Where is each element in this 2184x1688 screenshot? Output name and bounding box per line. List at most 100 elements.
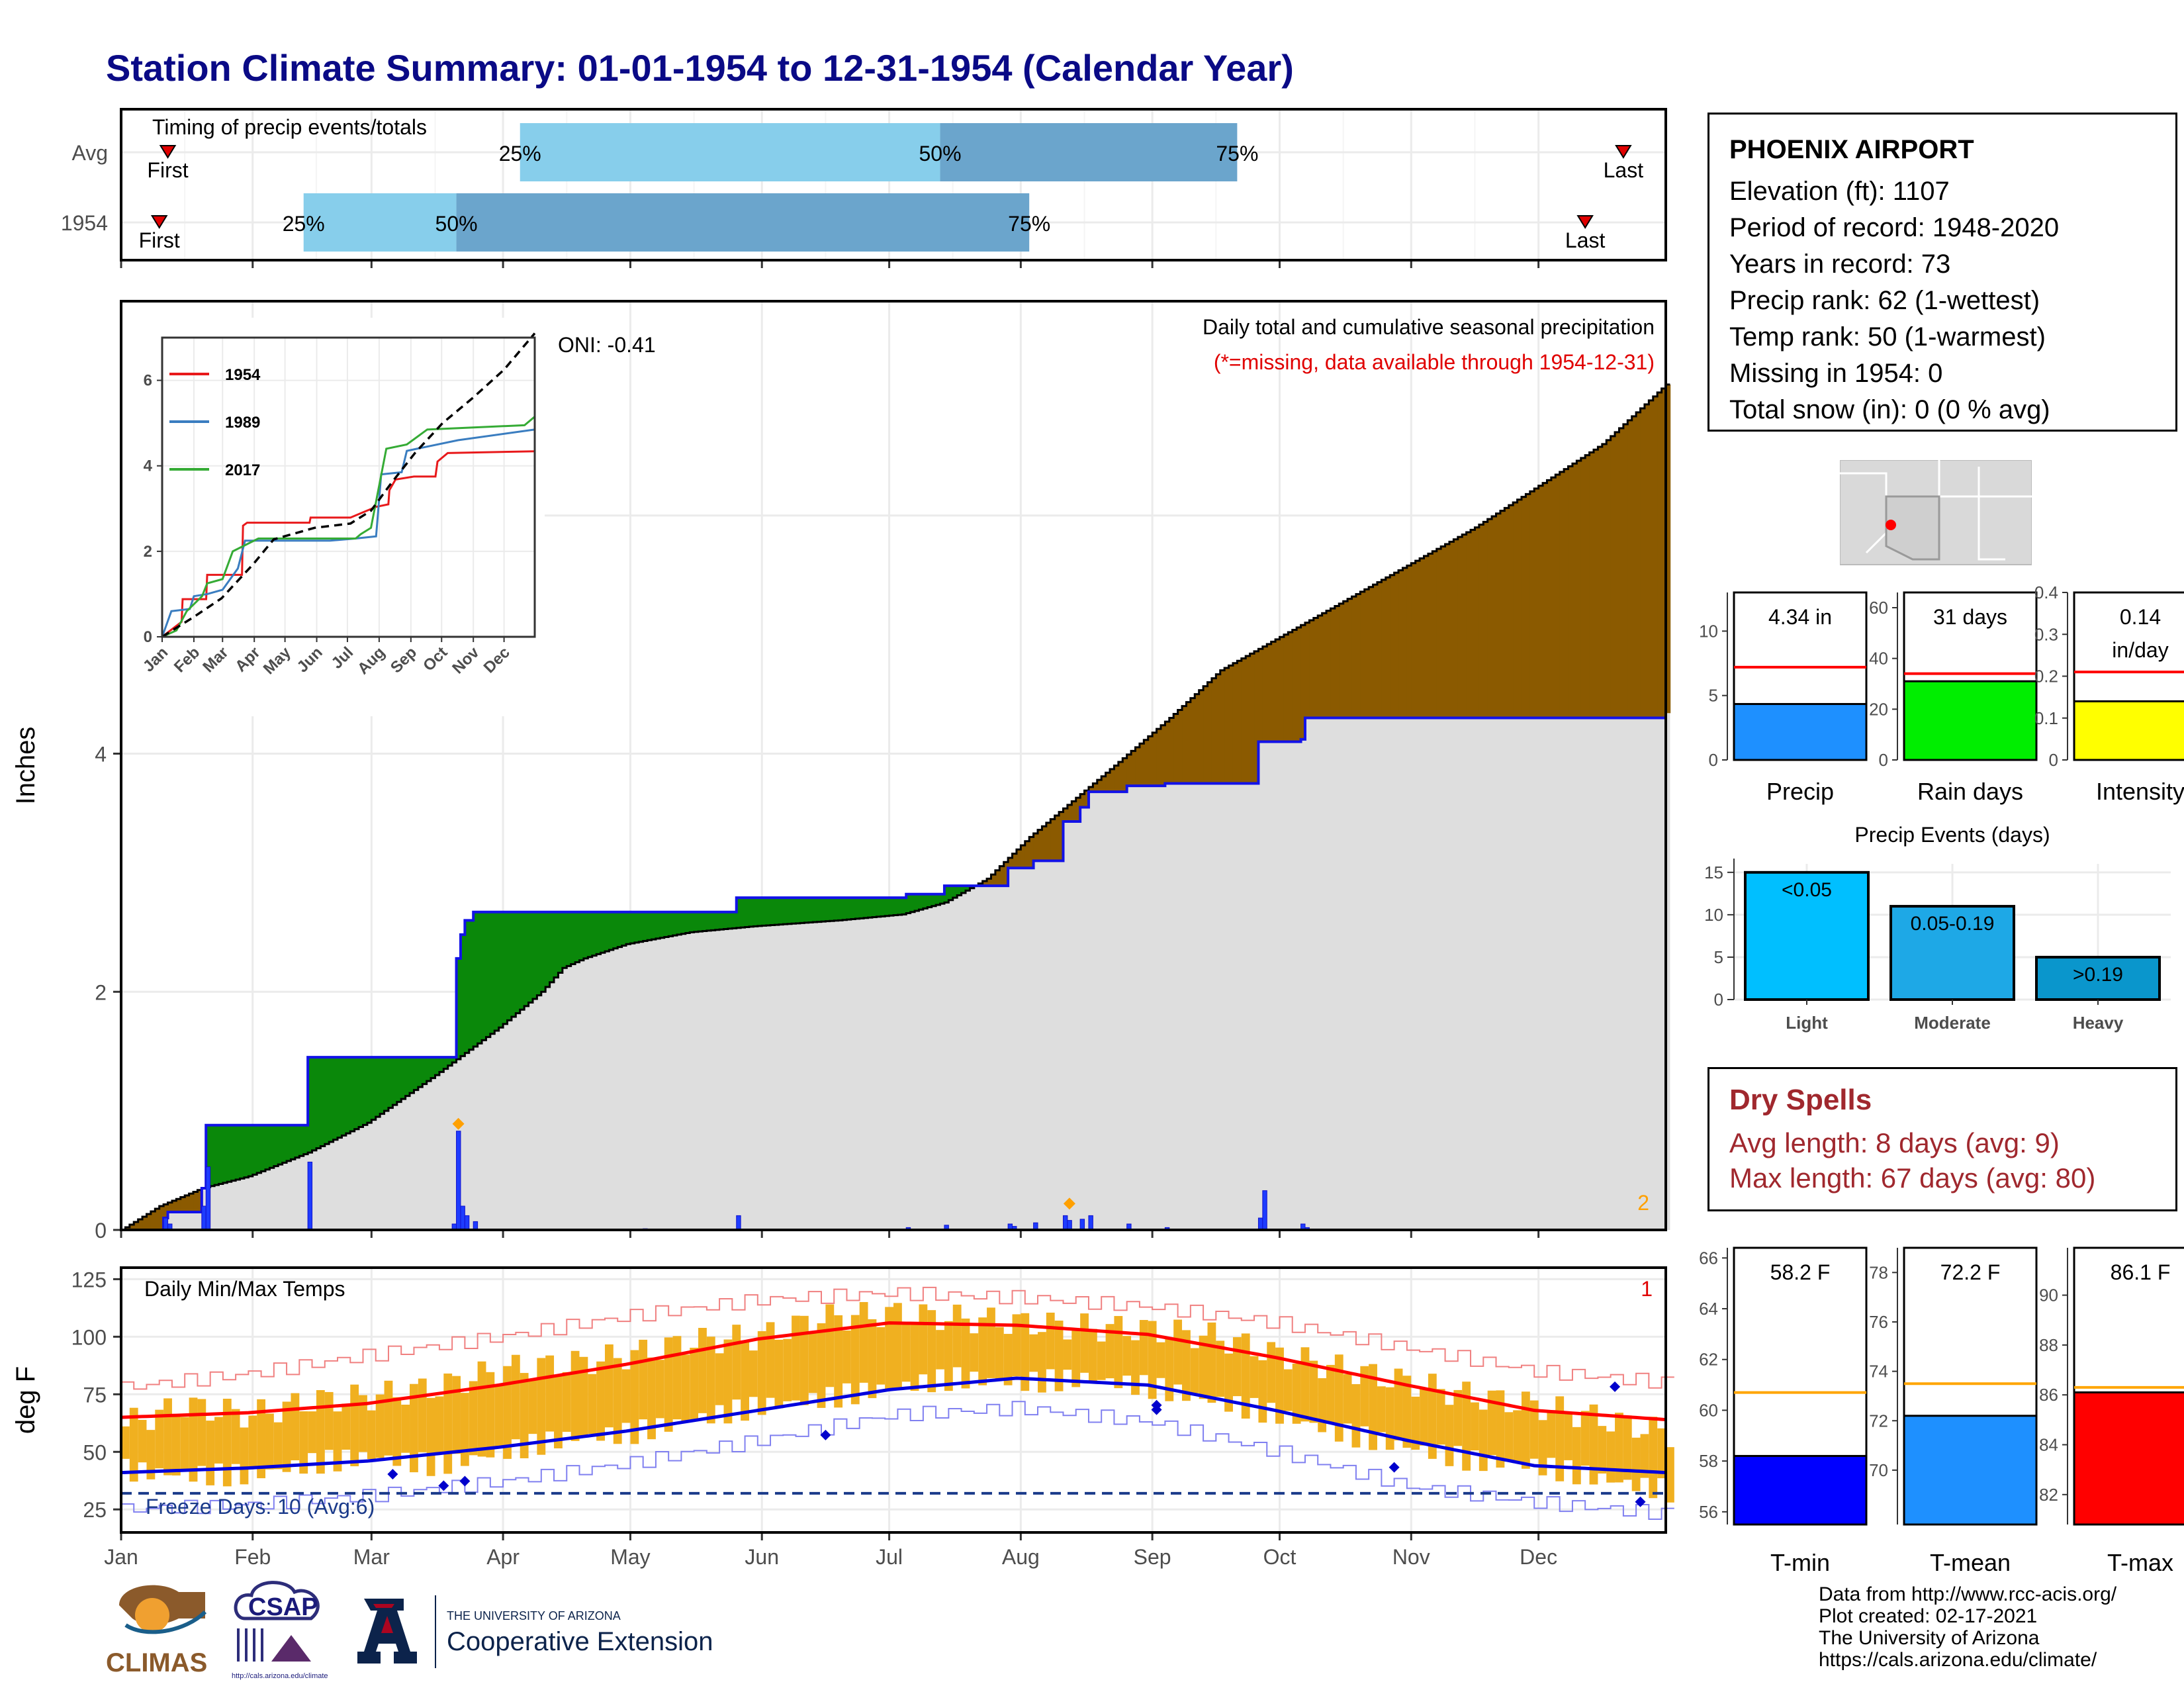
cumulative-diff-bar [1517,499,1522,718]
cumulative-diff-bar [1398,570,1404,718]
first-label: First [139,228,180,252]
daily-temp-bar [698,1327,707,1413]
daily-temp-bar [749,1350,758,1397]
cumulative-diff-bar [134,1222,139,1230]
oni-label: ONI: -0.41 [558,333,656,357]
timing-bar-50-75 [456,193,1030,252]
cumulative-diff-bar [808,898,813,923]
normal-max-line [120,1321,1666,1422]
daily-temp-bar [418,1378,427,1452]
cumulative-diff-bar [876,898,882,917]
daily-temp-bar [1029,1334,1038,1372]
cumulative-diff-bar [1457,537,1463,718]
daily-temp-bar [961,1318,970,1389]
panel-label: Intensity [2096,778,2184,805]
cumulative-diff-bar [1504,508,1510,718]
y-tick-label: 60 [1869,598,1888,618]
record-marker [1610,1381,1621,1392]
cumulative-diff-bar [1232,663,1238,784]
cumulative-diff-bar [745,898,750,927]
cumulative-diff-bar [936,894,941,905]
cumulative-diff-bar [817,898,822,922]
cumulative-diff-bar [838,898,843,921]
cumulative-diff-bar [676,912,682,935]
daily-temp-bar [460,1393,469,1466]
last-marker [1615,145,1632,159]
daily-precip-bar [464,1215,470,1231]
cumulative-diff-bar [1063,808,1068,822]
cumulative-diff-bar [672,912,678,936]
cumulative-diff-bar [431,1057,436,1078]
cumulative-diff-bar [1631,416,1637,718]
cumulative-diff-bar [893,898,899,915]
daily-temp-bar [171,1415,181,1476]
cumulative-diff-bar [613,912,619,949]
cumulative-diff-bar [473,912,478,1047]
y-tick-label: 0 [1709,750,1718,770]
cumulative-diff-bar [171,1200,177,1213]
y-tick-label: 60 [1699,1400,1718,1420]
climas-logo: CLIMAS [106,1585,207,1677]
x-tick-label: Feb [234,1545,271,1569]
daily-temp-bar [1165,1338,1174,1401]
cumulative-diff-bar [516,912,521,1013]
daily-temp-bar [1640,1434,1649,1478]
daily-temp-bar [1292,1364,1301,1424]
cumulative-diff-bar [1148,736,1153,786]
first-marker [159,145,177,159]
cumulative-diff-bar [1211,678,1217,784]
x-tick-label: Light [1786,1013,1828,1033]
y-tick-label: 75 [83,1383,107,1407]
cumulative-diff-bar [1568,466,1573,718]
daily-temp-bar [893,1303,902,1388]
daily-temp-bar [952,1304,962,1368]
cumulative-diff-bar [558,912,563,973]
cumulative-diff-bar [787,898,792,924]
value-unit-label: in/day [2112,638,2168,662]
daily-precip-bar [460,1205,465,1231]
daily-temp-bar [596,1361,605,1441]
cumulative-diff-bar [1381,579,1387,718]
cumulative-diff-bar [1619,428,1624,718]
cumulative-diff-bar [1644,404,1650,718]
daily-temp-bar [1063,1339,1072,1370]
cumulative-diff-bar [1593,449,1599,718]
daily-temp-bar [401,1404,410,1453]
daily-temp-bar [1283,1369,1293,1411]
cumulative-diff-bar [439,1057,445,1072]
cumulative-diff-bar [549,912,555,982]
daily-temp-bar [690,1347,699,1422]
x-tick-label: Jul [876,1545,903,1569]
annotation-missing: (*=missing, data available through 1954-… [1214,350,1655,374]
cumulative-diff-bar [287,1125,292,1161]
cumulative-diff-bar [957,886,962,896]
daily-temp-bar [1555,1396,1565,1481]
first-marker [150,215,168,229]
last-label: Last [1565,228,1606,252]
cumulative-diff-bar [1479,524,1484,718]
cumulative-diff-bar [1254,651,1259,784]
station-location-dot [1886,520,1896,530]
cumulative-diff-bar [1449,541,1455,718]
cumulative-diff-bar [915,894,920,911]
daily-temp-bar [936,1330,944,1370]
cumulative-diff-bar [1462,534,1467,718]
daily-temp-bar [757,1331,766,1415]
cumulative-diff-bar [749,898,754,927]
daily-temp-bar [995,1327,1004,1381]
cumulative-diff-bar [1432,551,1437,718]
cumulative-diff-bar [859,898,864,919]
record-marker [438,1480,449,1491]
y-tick-label: 0.2 [2034,667,2058,686]
cumulative-diff-bar [252,1125,257,1175]
record-marker [459,1476,471,1487]
daily-temp-bar [621,1369,631,1423]
daily-temp-bar [375,1394,385,1458]
daily-temp-bar [486,1372,495,1458]
daily-temp-bar [1003,1334,1013,1385]
daily-temp-bar [1343,1374,1352,1424]
cumulative-diff-bar [1666,384,1671,714]
cumulative-diff-bar [1326,610,1332,718]
daily-temp-bar [1190,1348,1199,1393]
daily-precip-bar [1062,1215,1068,1231]
